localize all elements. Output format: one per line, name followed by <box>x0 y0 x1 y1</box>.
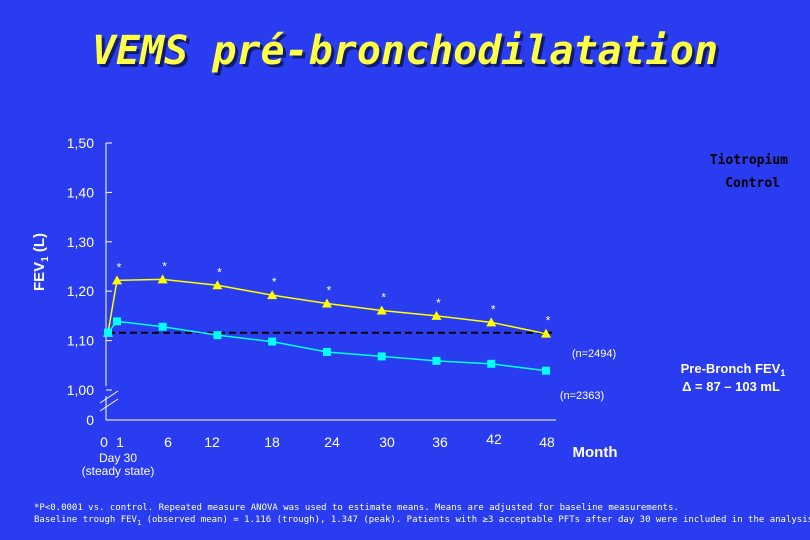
control-marker <box>487 359 496 368</box>
control-n-label: (n=2363) <box>560 390 604 402</box>
annotation-line-2: Δ = 87 – 103 mL <box>682 379 780 394</box>
annotation-line-1: Pre-Bronch FEV1 <box>681 361 786 378</box>
tiotropium-marker <box>486 317 497 327</box>
tiotropium-marker <box>541 328 551 338</box>
footnote-line-2: Baseline trough FEV1 (observed mean) = 1… <box>34 514 810 529</box>
y-tick-label: 1,10 <box>67 333 94 349</box>
x-tick-label: 18 <box>264 434 280 450</box>
control-marker <box>377 352 386 361</box>
y-tick-label: 1,40 <box>67 184 94 200</box>
significance-star: * <box>162 259 167 273</box>
tiotropium-marker <box>376 305 387 315</box>
control-marker <box>268 337 277 346</box>
legend-control: Control <box>725 176 780 191</box>
control-marker <box>113 317 121 326</box>
control-marker <box>158 322 167 331</box>
tiotropium-marker <box>212 280 223 290</box>
tiotropium-marker <box>321 298 332 308</box>
x-tick-label: 12 <box>204 434 220 450</box>
x-tick-label: 30 <box>379 434 395 450</box>
significance-star: * <box>436 296 441 310</box>
y-axis-title: FEV1 (L) <box>31 233 51 291</box>
footnote: *P<0.0001 vs. control. Repeated measure … <box>34 502 810 529</box>
x-note-steady-state: (steady state) <box>82 464 155 478</box>
y-tick-label: 1,20 <box>67 283 94 299</box>
y-tick-label: 1,00 <box>67 382 94 398</box>
significance-star: * <box>117 260 122 274</box>
y-zero-label: 0 <box>86 412 94 428</box>
tiotropium-marker <box>112 275 122 285</box>
significance-star: * <box>491 302 496 316</box>
x-tick-label: 1 <box>116 434 124 450</box>
legend-tiotropium: Tiotropium <box>710 153 788 168</box>
significance-star: * <box>327 284 332 298</box>
control-marker <box>213 331 222 340</box>
series-line-control <box>107 320 547 372</box>
tiotropium-marker <box>267 290 278 300</box>
x-tick-label: 36 <box>432 434 448 450</box>
tiotropium-n-label: (n=2494) <box>572 348 616 360</box>
y-axis-break-mark <box>99 390 119 404</box>
x-note-day30: Day 30 <box>99 451 137 465</box>
control-marker <box>104 328 112 337</box>
page-title: VEMS pré-bronchodilatation <box>91 28 719 74</box>
y-axis-break-mark <box>99 398 119 412</box>
x-tick-label: 0 <box>100 434 108 450</box>
control-marker <box>432 356 441 365</box>
control-marker <box>322 347 331 356</box>
x-axis-title: Month <box>573 444 618 461</box>
y-tick-label: 1,30 <box>67 234 94 250</box>
x-tick-label: 48 <box>539 434 555 450</box>
footnote-line-2-text: Baseline trough FEV <box>34 515 137 525</box>
tiotropium-marker <box>157 274 168 284</box>
x-tick-label: 24 <box>324 434 340 450</box>
footnote-line-2-rest: (observed mean) = 1.116 (trough), 1.347 … <box>141 515 810 525</box>
tiotropium-marker <box>431 310 442 320</box>
significance-star: * <box>546 314 551 328</box>
significance-star: * <box>272 275 277 289</box>
significance-star: * <box>217 265 222 279</box>
y-tick-label: 1,50 <box>67 135 94 151</box>
x-tick-label: 6 <box>164 434 172 450</box>
control-marker <box>542 366 550 375</box>
significance-star: * <box>381 290 386 304</box>
footnote-line-1: *P<0.0001 vs. control. Repeated measure … <box>34 503 679 513</box>
footnote-line-2-subscript: 1 <box>136 518 142 527</box>
x-tick-label: 42 <box>486 431 502 447</box>
series-line-tiotropium <box>107 278 547 335</box>
